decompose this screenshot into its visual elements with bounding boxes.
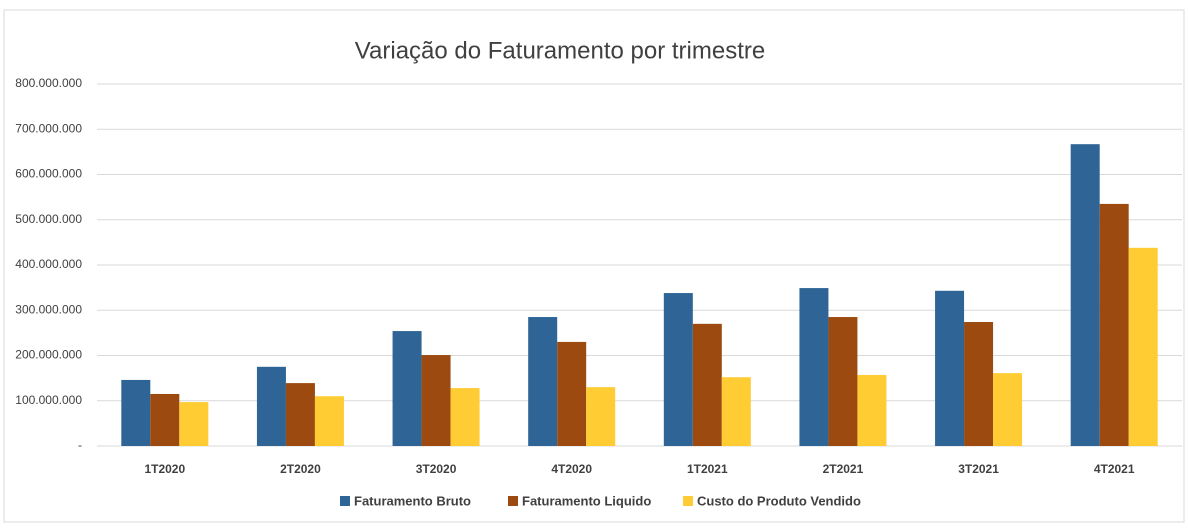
bar	[1128, 247, 1158, 446]
chart-title: Variação do Faturamento por trimestre	[355, 37, 765, 64]
x-tick-label: 4T2020	[551, 462, 592, 476]
y-tick-label: 700.000.000	[15, 121, 82, 135]
bar	[285, 383, 315, 446]
bar	[392, 331, 422, 446]
bar	[663, 293, 693, 446]
bar	[799, 288, 829, 446]
bar	[964, 322, 994, 446]
x-tick-label: 3T2020	[416, 462, 457, 476]
y-tick-label: 600.000.000	[15, 167, 82, 181]
y-tick-label: 400.000.000	[15, 257, 82, 271]
legend-label: Faturamento Liquido	[522, 493, 651, 508]
bar	[121, 379, 151, 446]
y-tick-label: -	[78, 438, 82, 452]
bar	[935, 290, 965, 446]
bar	[528, 317, 558, 446]
y-tick-label: 200.000.000	[15, 348, 82, 362]
bar	[450, 388, 480, 446]
x-tick-label: 2T2020	[280, 462, 321, 476]
bar	[1099, 203, 1129, 446]
y-tick-label: 500.000.000	[15, 212, 82, 226]
bar	[692, 323, 722, 446]
legend-swatch	[508, 496, 518, 506]
bar	[421, 355, 451, 446]
x-tick-label: 1T2021	[687, 462, 728, 476]
bar	[557, 341, 587, 446]
bar	[256, 366, 286, 446]
y-tick-label: 100.000.000	[15, 393, 82, 407]
bar	[857, 374, 887, 446]
x-tick-label: 3T2021	[958, 462, 999, 476]
x-tick-label: 2T2021	[823, 462, 864, 476]
legend-label: Custo do Produto Vendido	[697, 493, 861, 508]
y-tick-label: 800.000.000	[15, 76, 82, 90]
legend-swatch	[340, 496, 350, 506]
bar	[1070, 144, 1100, 446]
legend-swatch	[683, 496, 693, 506]
bar	[150, 393, 180, 446]
legend-label: Faturamento Bruto	[354, 493, 471, 508]
bar	[721, 377, 751, 446]
bar	[828, 317, 858, 446]
x-tick-label: 1T2020	[144, 462, 185, 476]
bar	[314, 396, 344, 446]
bar	[993, 373, 1023, 446]
x-tick-label: 4T2021	[1094, 462, 1135, 476]
y-tick-label: 300.000.000	[15, 302, 82, 316]
bar	[586, 387, 616, 446]
bar	[179, 402, 209, 446]
